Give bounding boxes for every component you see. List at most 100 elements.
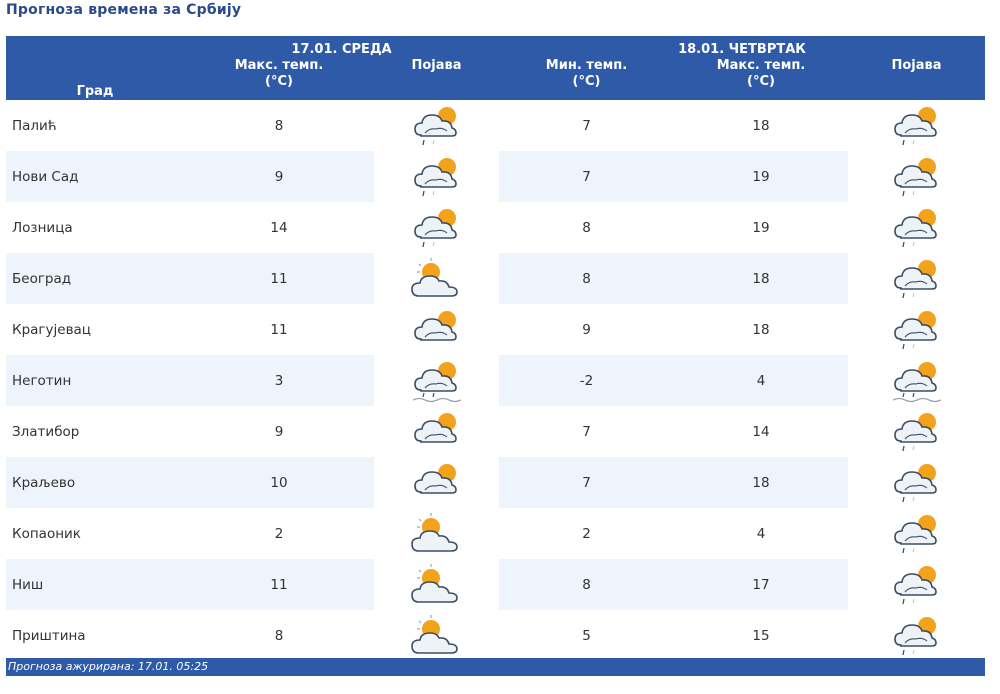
cloud-rain-sun-icon	[888, 255, 945, 302]
cloud-rain-sun-icon	[888, 561, 945, 608]
day2-phenomenon	[848, 610, 986, 661]
day1-phenomenon	[374, 151, 499, 202]
cloudy-sun-icon	[408, 459, 465, 506]
cloud-rain-sun-icon	[888, 204, 945, 251]
day2-phenomenon	[848, 304, 986, 355]
day2-phenomenon	[848, 151, 986, 202]
day1-header: 17.01. СРЕДА	[184, 36, 499, 58]
day2-max-temp: 19	[752, 219, 770, 236]
cloud-rain-sun-icon	[888, 459, 945, 506]
day1-max-temp: 8	[274, 627, 284, 644]
day2-min-temp: 9	[582, 321, 591, 338]
day2-max-temp: 15	[752, 627, 770, 644]
table-row: Београд 11 8 18	[6, 253, 986, 304]
update-text: Прогноза ажурирана: 17.01. 05:25	[8, 660, 209, 673]
day1-phenomenon	[374, 100, 499, 151]
day2-max-temp-header: Макс. темп. (°C)	[674, 58, 848, 100]
day2-phenomenon	[848, 457, 986, 508]
day2-phenomenon	[848, 508, 986, 559]
table-row: Ниш 11 8 17	[6, 559, 986, 610]
city-name: Неготин	[6, 355, 184, 406]
city-name: Копаоник	[12, 525, 81, 542]
day2-phenomenon	[848, 253, 986, 304]
cloud-rain-sun-icon	[888, 408, 945, 455]
table-row: Крагујевац 11 9 18	[6, 304, 986, 355]
day1-max-temp: 11	[184, 253, 374, 304]
day2-min-temp: 8	[499, 559, 674, 610]
day2-max-temp: 4	[756, 525, 766, 542]
city-name: Златибор	[12, 423, 80, 440]
day1-phenomenon	[374, 559, 499, 610]
day2-phenomenon	[848, 559, 986, 610]
day2-min-temp: 7	[582, 423, 591, 440]
table-row: Краљево 10 7 18	[6, 457, 986, 508]
day1-phenomenon	[374, 406, 499, 457]
day1-max-temp: 11	[270, 321, 288, 338]
forecast-table-wrapper: Град 17.01. СРЕДА 18.01. ЧЕТВРТАК Макс. …	[6, 36, 986, 661]
city-column-header: Град	[6, 36, 184, 100]
day2-phenomenon	[848, 202, 986, 253]
day2-max-temp: 4	[674, 355, 848, 406]
day2-min-temp: 5	[582, 627, 591, 644]
cloud-rain-fog-icon	[888, 357, 945, 404]
table-row: Неготин 3 -2 4	[6, 355, 986, 406]
table-row: Приштина 8 5 15	[6, 610, 986, 661]
table-row: Златибор 9 7 14	[6, 406, 986, 457]
day1-max-temp: 9	[274, 423, 284, 440]
day1-max-temp: 8	[274, 117, 284, 134]
city-name: Приштина	[12, 627, 86, 644]
cloudy-sun-icon	[408, 408, 465, 455]
day1-max-temp: 2	[274, 525, 284, 542]
day1-phenomenon	[374, 610, 499, 661]
day2-max-temp: 18	[752, 117, 770, 134]
day2-max-temp: 18	[752, 321, 770, 338]
day2-min-temp: 7	[499, 151, 674, 202]
day2-max-temp: 18	[674, 253, 848, 304]
day2-min-temp: 2	[582, 525, 591, 542]
day1-max-temp: 3	[184, 355, 374, 406]
city-name: Ниш	[6, 559, 184, 610]
day1-max-temp: 10	[184, 457, 374, 508]
day2-phenomenon-header: Појава	[848, 58, 986, 100]
day2-min-temp: 8	[582, 219, 591, 236]
partly-cloudy-icon	[408, 255, 465, 302]
day2-phenomenon	[848, 355, 986, 406]
day2-min-temp: -2	[499, 355, 674, 406]
day1-phenomenon-header: Појава	[374, 58, 499, 100]
day1-phenomenon	[374, 457, 499, 508]
day2-header: 18.01. ЧЕТВРТАК	[499, 36, 986, 58]
day1-phenomenon	[374, 508, 499, 559]
forecast-table: Град 17.01. СРЕДА 18.01. ЧЕТВРТАК Макс. …	[6, 36, 986, 661]
day1-phenomenon	[374, 355, 499, 406]
forecast-rows: Палић 8 7 18 Нови Сад 9 7 19 Лозница 14 8 19 Београд…	[6, 100, 986, 661]
cloud-rain-sun-icon	[888, 306, 945, 353]
table-row: Лозница 14 8 19	[6, 202, 986, 253]
cloud-rain-sun-icon	[888, 510, 945, 557]
cloud-rain-sun-icon	[408, 204, 465, 251]
city-name: Краљево	[6, 457, 184, 508]
partly-cloudy-icon	[408, 612, 465, 659]
day2-max-temp: 18	[674, 457, 848, 508]
day1-max-temp: 14	[270, 219, 288, 236]
city-name: Палић	[12, 117, 57, 134]
partly-cloudy-icon	[408, 561, 465, 608]
day1-phenomenon	[374, 202, 499, 253]
table-row: Копаоник 2 2 4	[6, 508, 986, 559]
day2-min-temp: 8	[499, 253, 674, 304]
cloud-rain-sun-icon	[888, 612, 945, 659]
table-row: Нови Сад 9 7 19	[6, 151, 986, 202]
cloud-rain-sun-icon	[888, 102, 945, 149]
day2-min-temp: 7	[582, 117, 591, 134]
table-row: Палић 8 7 18	[6, 100, 986, 151]
cloud-rain-fog-icon	[408, 357, 465, 404]
day1-phenomenon	[374, 304, 499, 355]
day1-max-temp-header: Макс. темп. (°C)	[184, 58, 374, 100]
city-name: Лозница	[12, 219, 73, 236]
day2-min-temp: 7	[499, 457, 674, 508]
day1-max-temp: 11	[184, 559, 374, 610]
day2-max-temp: 14	[752, 423, 770, 440]
update-footer: Прогноза ажурирана: 17.01. 05:25	[6, 658, 985, 676]
city-name: Београд	[6, 253, 184, 304]
cloud-rain-sun-icon	[408, 153, 465, 200]
city-name: Крагујевац	[12, 321, 91, 338]
